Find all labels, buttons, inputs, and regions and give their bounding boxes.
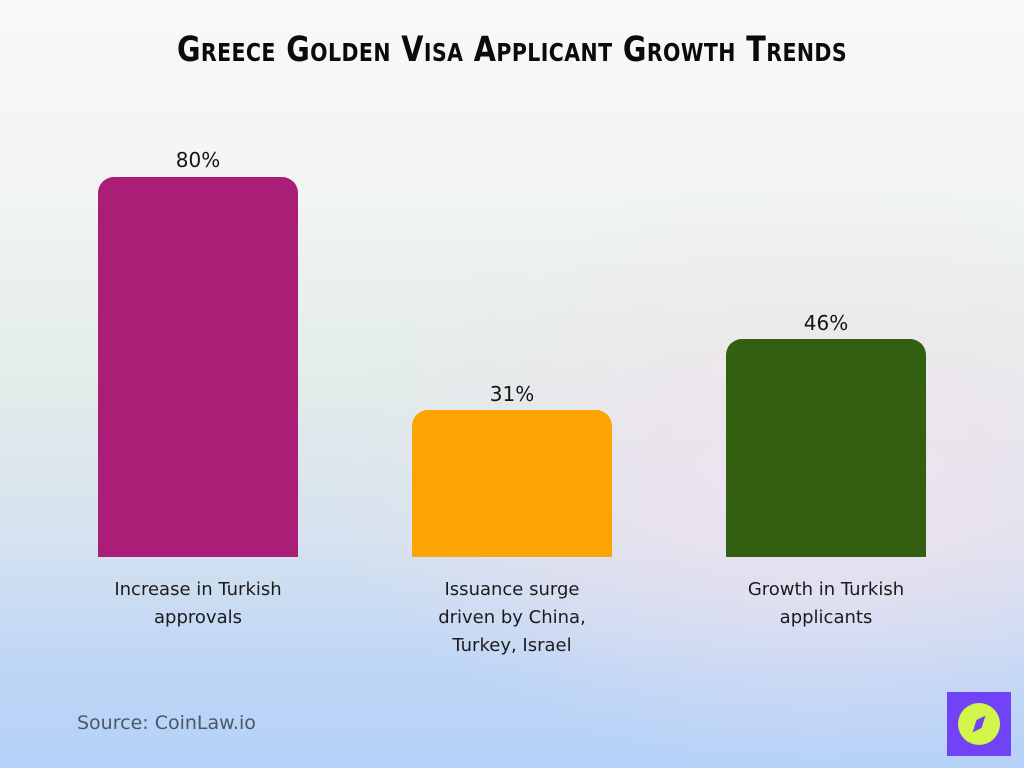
- category-label: Issuance surge driven by China, Turkey, …: [392, 576, 632, 660]
- bar-group: [98, 177, 298, 557]
- category-label-line: Growth in Turkish: [747, 579, 905, 600]
- category-label-line: applicants: [779, 607, 873, 628]
- bar-value-label: 46%: [803, 311, 849, 335]
- source-note: Source: CoinLaw.io: [77, 712, 256, 734]
- bar-growth-turkish-applicants: [726, 339, 926, 557]
- category-label-line: Issuance surge: [444, 579, 580, 600]
- category-label: Growth in Turkish applicants: [706, 576, 946, 632]
- bar-group: [412, 410, 612, 557]
- chart-title: Greece Golden Visa Applicant Growth Tren…: [176, 30, 848, 70]
- bar-value-label: 31%: [489, 382, 535, 406]
- bar-value-label: 80%: [175, 148, 221, 172]
- category-label-line: Turkey, Israel: [452, 635, 572, 656]
- compass-icon: [958, 703, 1000, 745]
- bar-issuance-surge: [412, 410, 612, 557]
- category-label-line: Increase in Turkish: [114, 579, 282, 600]
- brand-logo: [947, 692, 1011, 756]
- bar-increase-turkish-approvals: [98, 177, 298, 557]
- category-label: Increase in Turkish approvals: [78, 576, 318, 632]
- category-label-line: driven by China,: [438, 607, 586, 628]
- category-label-line: approvals: [154, 607, 242, 628]
- bar-group: [726, 339, 926, 557]
